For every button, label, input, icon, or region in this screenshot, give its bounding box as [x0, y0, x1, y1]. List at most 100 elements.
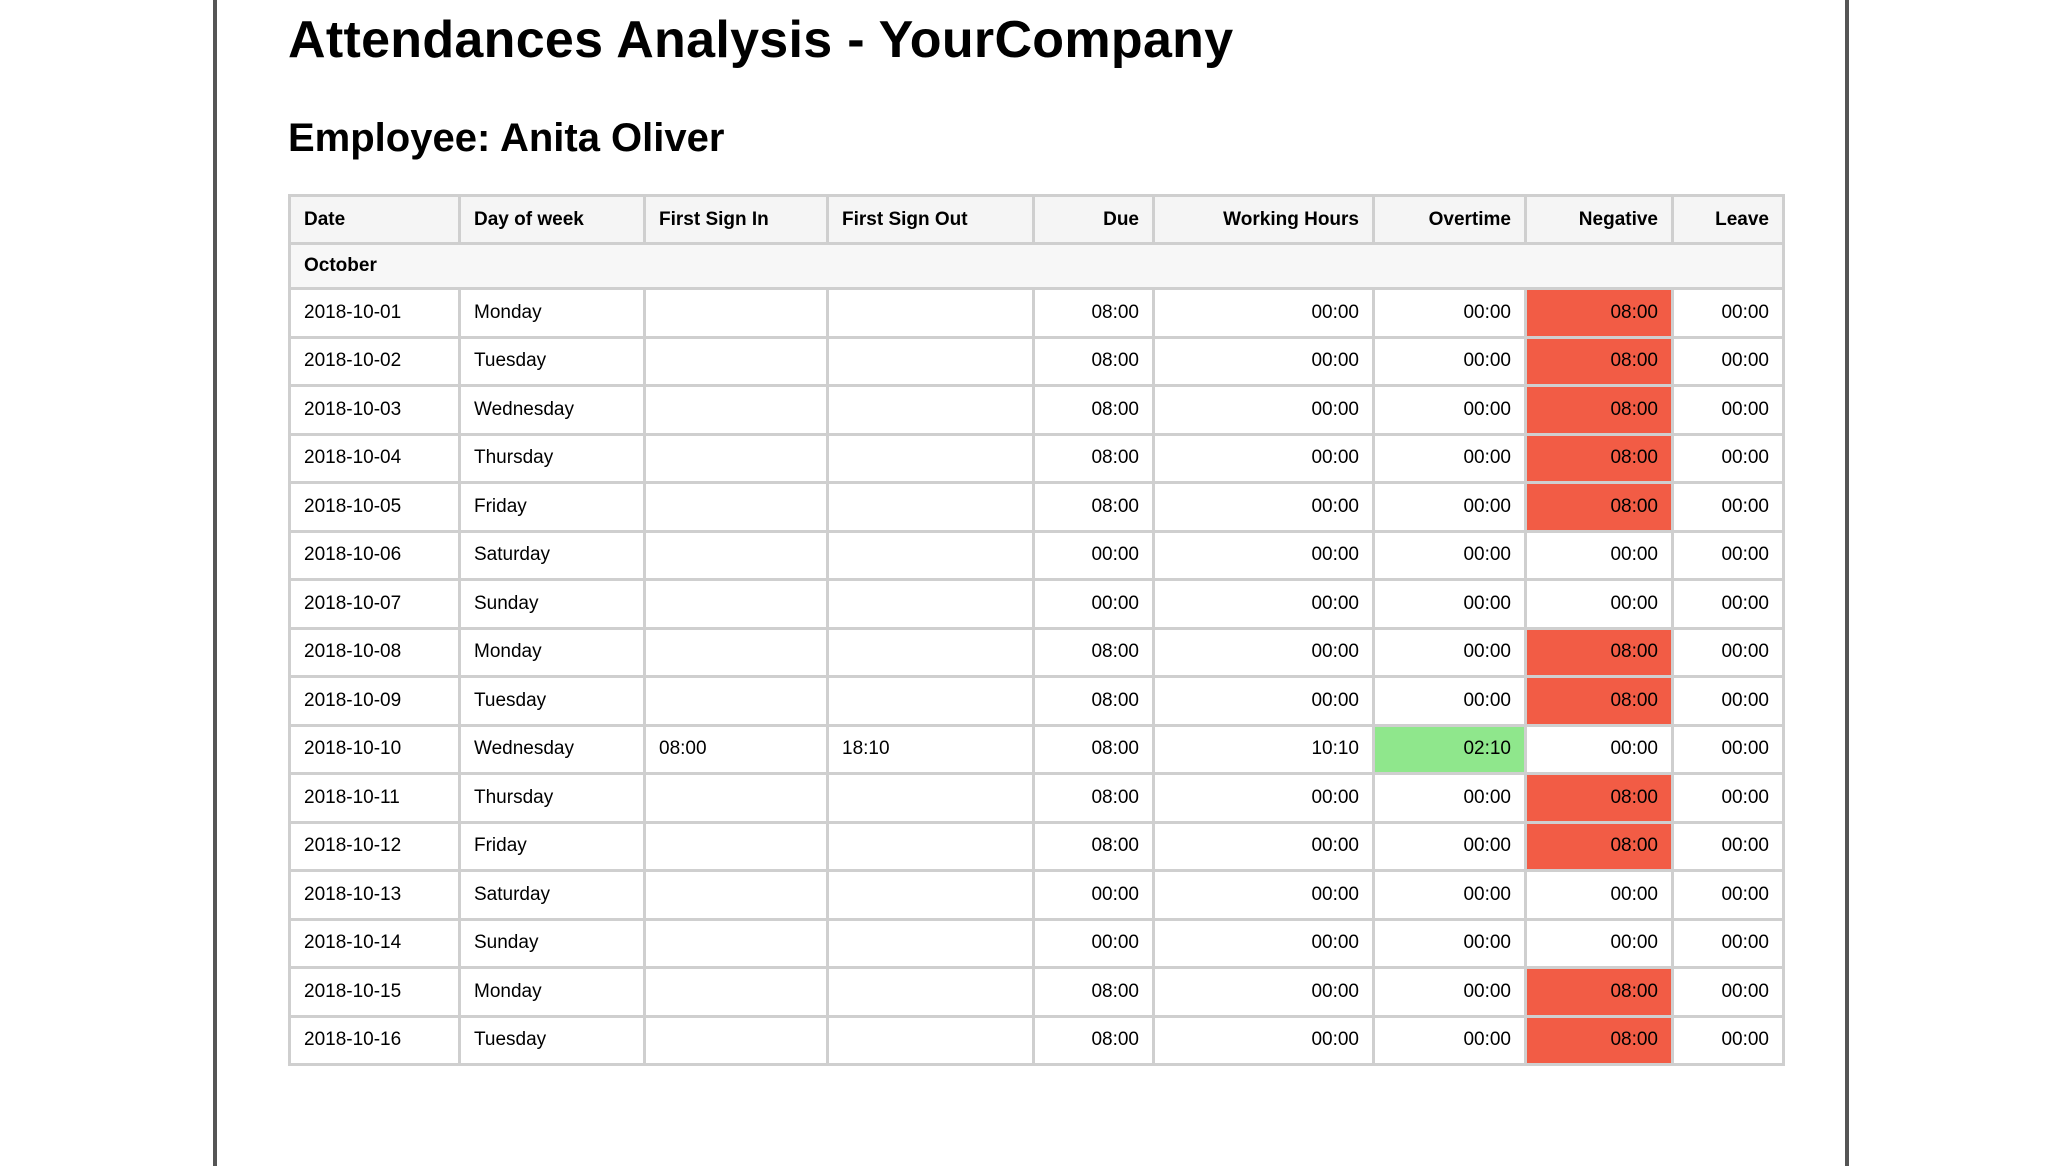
cell-leave: 00:00 — [1671, 917, 1785, 969]
cell-date: 2018-10-03 — [288, 384, 461, 436]
cell-leave: 00:00 — [1671, 723, 1785, 775]
cell-overtime: 00:00 — [1372, 675, 1527, 727]
cell-leave: 00:00 — [1671, 287, 1785, 339]
cell-due: 00:00 — [1032, 529, 1155, 581]
cell-negative: 08:00 — [1524, 675, 1674, 727]
cell-day-of-week: Tuesday — [458, 675, 646, 727]
cell-day-of-week: Saturday — [458, 869, 646, 921]
cell-working-hours: 00:00 — [1152, 529, 1375, 581]
table-row: 2018-10-07 Sunday 00:00 00:00 00:00 00:00 00:0… — [288, 578, 1785, 630]
cell-day-of-week: Tuesday — [458, 335, 646, 387]
cell-due: 08:00 — [1032, 820, 1155, 872]
table-row: 2018-10-08 Monday 08:00 00:00 00:00 08:00 00:0… — [288, 626, 1785, 678]
cell-first-sign-out — [826, 384, 1035, 436]
cell-working-hours: 00:00 — [1152, 820, 1375, 872]
cell-working-hours: 00:00 — [1152, 675, 1375, 727]
cell-day-of-week: Sunday — [458, 917, 646, 969]
cell-day-of-week: Thursday — [458, 432, 646, 484]
cell-first-sign-in — [643, 1014, 829, 1066]
table-row: 2018-10-09 Tuesday 08:00 00:00 00:00 08:00 00:… — [288, 675, 1785, 727]
cell-overtime: 00:00 — [1372, 820, 1527, 872]
table-row: 2018-10-04 Thursday 08:00 00:00 00:00 08:00 00… — [288, 432, 1785, 484]
cell-first-sign-in — [643, 529, 829, 581]
cell-day-of-week: Tuesday — [458, 1014, 646, 1066]
cell-due: 08:00 — [1032, 432, 1155, 484]
cell-leave: 00:00 — [1671, 335, 1785, 387]
cell-first-sign-in — [643, 578, 829, 630]
cell-date: 2018-10-13 — [288, 869, 461, 921]
attendance-table: Date Day of week First Sign In First Sig… — [288, 194, 1785, 1066]
cell-date: 2018-10-11 — [288, 772, 461, 824]
cell-due: 08:00 — [1032, 287, 1155, 339]
cell-first-sign-in — [643, 917, 829, 969]
employee-heading: Employee: Anita Oliver — [288, 116, 724, 161]
col-header-overtime: Overtime — [1372, 194, 1527, 245]
cell-leave: 00:00 — [1671, 432, 1785, 484]
cell-overtime: 00:00 — [1372, 578, 1527, 630]
cell-date: 2018-10-09 — [288, 675, 461, 727]
cell-first-sign-in — [643, 481, 829, 533]
col-header-negative: Negative — [1524, 194, 1674, 245]
cell-working-hours: 00:00 — [1152, 578, 1375, 630]
cell-date: 2018-10-04 — [288, 432, 461, 484]
table-row: 2018-10-10 Wednesday 08:00 18:10 08:00 10:10 0… — [288, 723, 1785, 775]
cell-working-hours: 00:00 — [1152, 287, 1375, 339]
cell-due: 08:00 — [1032, 675, 1155, 727]
cell-negative: 00:00 — [1524, 578, 1674, 630]
cell-date: 2018-10-01 — [288, 287, 461, 339]
cell-date: 2018-10-10 — [288, 723, 461, 775]
cell-date: 2018-10-16 — [288, 1014, 461, 1066]
table-row: 2018-10-12 Friday 08:00 00:00 00:00 08:00 00:0… — [288, 820, 1785, 872]
cell-day-of-week: Friday — [458, 481, 646, 533]
cell-negative: 08:00 — [1524, 481, 1674, 533]
cell-first-sign-out — [826, 432, 1035, 484]
cell-date: 2018-10-14 — [288, 917, 461, 969]
cell-overtime: 00:00 — [1372, 772, 1527, 824]
table-header-row: Date Day of week First Sign In First Sig… — [288, 194, 1785, 245]
cell-working-hours: 00:00 — [1152, 384, 1375, 436]
cell-leave: 00:00 — [1671, 529, 1785, 581]
cell-first-sign-in — [643, 966, 829, 1018]
cell-first-sign-in — [643, 869, 829, 921]
cell-first-sign-out — [826, 335, 1035, 387]
cell-overtime: 00:00 — [1372, 626, 1527, 678]
cell-leave: 00:00 — [1671, 966, 1785, 1018]
cell-negative: 08:00 — [1524, 966, 1674, 1018]
cell-overtime: 00:00 — [1372, 917, 1527, 969]
cell-leave: 00:00 — [1671, 578, 1785, 630]
cell-first-sign-in — [643, 335, 829, 387]
cell-negative: 08:00 — [1524, 820, 1674, 872]
cell-working-hours: 00:00 — [1152, 335, 1375, 387]
cell-negative: 08:00 — [1524, 287, 1674, 339]
table-row: 2018-10-05 Friday 08:00 00:00 00:00 08:00 00:0… — [288, 481, 1785, 533]
cell-negative: 00:00 — [1524, 529, 1674, 581]
cell-first-sign-in — [643, 820, 829, 872]
cell-due: 08:00 — [1032, 384, 1155, 436]
cell-date: 2018-10-02 — [288, 335, 461, 387]
cell-first-sign-out — [826, 481, 1035, 533]
cell-working-hours: 00:00 — [1152, 966, 1375, 1018]
cell-first-sign-out — [826, 1014, 1035, 1066]
cell-first-sign-out — [826, 529, 1035, 581]
table-row: 2018-10-06 Saturday 00:00 00:00 00:00 00:00 00… — [288, 529, 1785, 581]
cell-overtime: 00:00 — [1372, 432, 1527, 484]
cell-due: 00:00 — [1032, 917, 1155, 969]
cell-working-hours: 00:00 — [1152, 481, 1375, 533]
cell-day-of-week: Wednesday — [458, 723, 646, 775]
cell-working-hours: 00:00 — [1152, 917, 1375, 969]
cell-first-sign-out — [826, 869, 1035, 921]
cell-due: 08:00 — [1032, 723, 1155, 775]
col-header-date: Date — [288, 194, 461, 245]
cell-day-of-week: Friday — [458, 820, 646, 872]
cell-first-sign-out — [826, 917, 1035, 969]
col-header-first-sign-in: First Sign In — [643, 194, 829, 245]
cell-first-sign-out — [826, 820, 1035, 872]
cell-leave: 00:00 — [1671, 675, 1785, 727]
table-row: 2018-10-02 Tuesday 08:00 00:00 00:00 08:00 00:… — [288, 335, 1785, 387]
cell-first-sign-in — [643, 384, 829, 436]
cell-negative: 08:00 — [1524, 772, 1674, 824]
table-row: 2018-10-11 Thursday 08:00 00:00 00:00 08:00 00… — [288, 772, 1785, 824]
cell-first-sign-in — [643, 675, 829, 727]
col-header-leave: Leave — [1671, 194, 1785, 245]
cell-overtime: 00:00 — [1372, 529, 1527, 581]
